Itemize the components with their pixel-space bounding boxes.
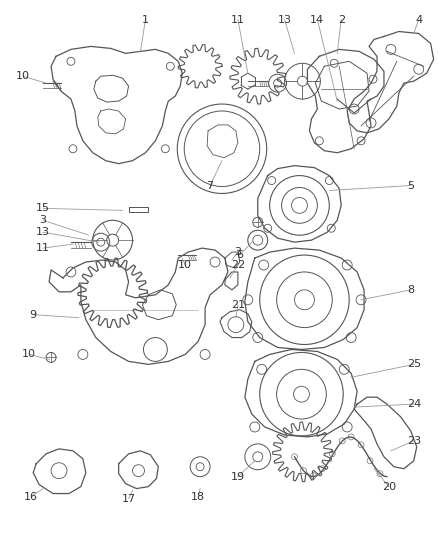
Text: 19: 19: [231, 472, 245, 482]
Text: 10: 10: [22, 350, 36, 359]
Text: 23: 23: [407, 436, 421, 446]
Text: 2: 2: [338, 14, 345, 25]
Text: 4: 4: [415, 14, 422, 25]
Text: 3: 3: [234, 247, 241, 257]
Text: 13: 13: [278, 14, 292, 25]
Text: 10: 10: [178, 260, 192, 270]
Text: 5: 5: [407, 181, 414, 190]
Text: 9: 9: [30, 310, 37, 320]
Text: 25: 25: [407, 359, 421, 369]
Text: 17: 17: [121, 494, 136, 504]
Text: 6: 6: [237, 250, 244, 260]
Text: 8: 8: [407, 285, 414, 295]
Text: 24: 24: [406, 399, 421, 409]
Text: 7: 7: [206, 181, 214, 190]
Text: 15: 15: [36, 204, 50, 213]
Text: 13: 13: [36, 227, 50, 237]
Text: 22: 22: [231, 260, 245, 270]
Text: 11: 11: [36, 243, 50, 253]
Text: 1: 1: [142, 14, 149, 25]
Text: 18: 18: [191, 491, 205, 502]
Text: 21: 21: [231, 300, 245, 310]
Text: 20: 20: [382, 482, 396, 491]
Text: 16: 16: [24, 491, 38, 502]
Text: 10: 10: [16, 71, 30, 81]
Text: 14: 14: [310, 14, 325, 25]
Text: 11: 11: [231, 14, 245, 25]
Text: 3: 3: [39, 215, 46, 225]
